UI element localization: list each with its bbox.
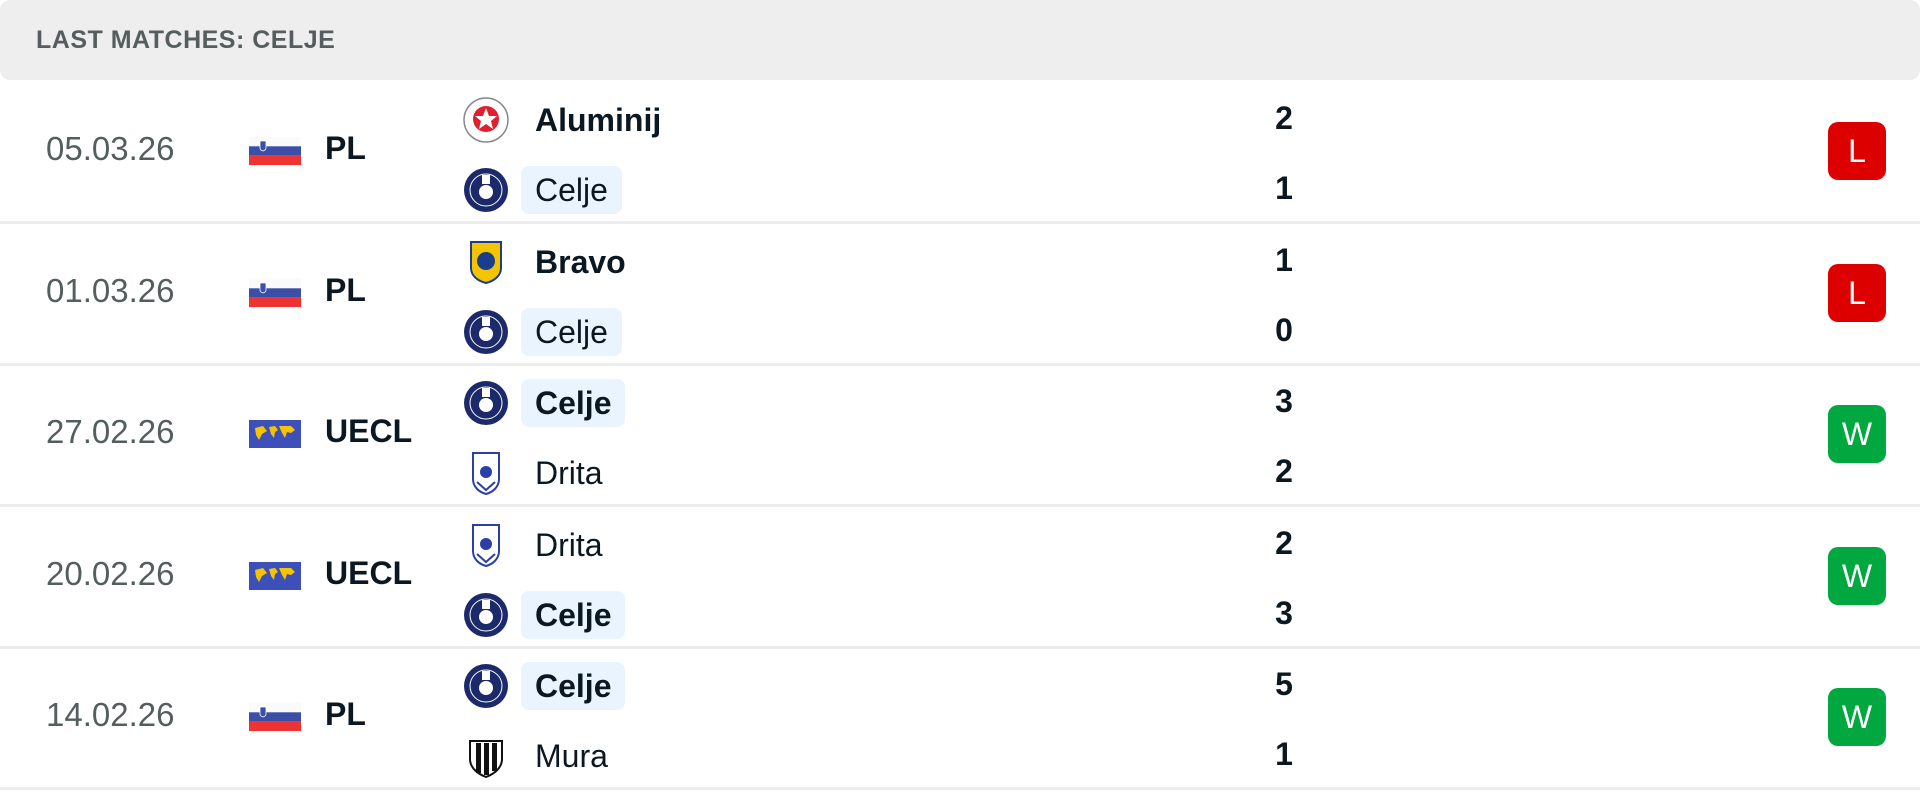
result-badge: W xyxy=(1828,546,1886,605)
section-header: LAST MATCHES: CELJE xyxy=(0,0,1920,80)
world-flag-icon xyxy=(249,561,301,590)
match-row[interactable]: 01.03.26 PL Bravo Celje 1 0 L xyxy=(0,222,1920,366)
match-date: 05.03.26 xyxy=(46,130,175,167)
home-score: 2 xyxy=(1275,100,1293,136)
league-name: PL xyxy=(325,271,366,308)
slovenia-flag-icon xyxy=(249,703,301,732)
league-name: PL xyxy=(325,696,366,733)
team-name: Celje xyxy=(521,307,622,356)
team-home: Aluminij xyxy=(463,92,1163,148)
celje-crest-icon xyxy=(463,309,509,355)
match-row[interactable]: 20.02.26 UECL Drita Celje 2 3 W xyxy=(0,505,1920,649)
away-score: 1 xyxy=(1275,170,1293,206)
team-away: Celje xyxy=(463,162,1163,218)
team-away: Celje xyxy=(463,587,1163,643)
team-name: Aluminij xyxy=(535,102,662,138)
team-name: Drita xyxy=(535,526,603,563)
team-name: Bravo xyxy=(535,243,626,280)
bravo-crest-icon xyxy=(463,239,509,285)
mura-crest-icon xyxy=(463,733,509,779)
team-home: Celje xyxy=(463,375,1163,431)
home-score: 1 xyxy=(1275,241,1293,278)
team-away: Drita xyxy=(463,445,1163,501)
team-home: Bravo xyxy=(463,234,1163,290)
team-name: Celje xyxy=(521,662,626,711)
match-date: 14.02.26 xyxy=(46,696,175,734)
result-badge: L xyxy=(1828,122,1886,180)
team-name: Celje xyxy=(521,590,626,639)
team-name: Drita xyxy=(535,455,603,492)
drita-crest-icon xyxy=(463,450,509,496)
team-away: Celje xyxy=(463,304,1163,360)
celje-crest-icon xyxy=(463,380,509,426)
match-row[interactable]: 05.03.26 PL Aluminij Celje 2 1 L xyxy=(0,80,1920,224)
team-home: Celje xyxy=(463,658,1163,714)
result-badge: L xyxy=(1828,263,1886,322)
league-name: PL xyxy=(325,130,366,166)
match-date: 01.03.26 xyxy=(46,271,175,309)
section-title: LAST MATCHES: CELJE xyxy=(36,26,336,54)
result-badge: W xyxy=(1828,405,1886,464)
slovenia-flag-icon xyxy=(249,278,301,307)
league-name: UECL xyxy=(325,554,413,591)
away-score: 2 xyxy=(1275,453,1293,490)
slovenia-flag-icon xyxy=(249,137,301,165)
team-home: Drita xyxy=(463,517,1163,573)
match-row[interactable]: 27.02.26 UECL Celje Drita 3 2 W xyxy=(0,363,1920,508)
celje-crest-icon xyxy=(463,167,509,213)
home-score: 2 xyxy=(1275,524,1293,561)
team-away: Mura xyxy=(463,728,1163,784)
drita-crest-icon xyxy=(463,522,509,568)
match-date: 27.02.26 xyxy=(46,413,175,451)
league-name: UECL xyxy=(325,413,413,450)
team-name: Celje xyxy=(521,379,626,428)
home-score: 3 xyxy=(1275,383,1293,420)
celje-crest-icon xyxy=(463,592,509,638)
away-score: 1 xyxy=(1275,736,1293,773)
result-badge: W xyxy=(1828,688,1886,747)
home-score: 5 xyxy=(1275,666,1293,703)
world-flag-icon xyxy=(249,420,301,449)
away-score: 3 xyxy=(1275,594,1293,631)
away-score: 0 xyxy=(1275,311,1293,348)
celje-crest-icon xyxy=(463,663,509,709)
team-name: Celje xyxy=(521,166,622,214)
aluminij-crest-icon xyxy=(463,97,509,143)
match-date: 20.02.26 xyxy=(46,554,175,592)
match-row[interactable]: 14.02.26 PL Celje Mura 5 1 W xyxy=(0,646,1920,791)
team-name: Mura xyxy=(535,738,608,775)
